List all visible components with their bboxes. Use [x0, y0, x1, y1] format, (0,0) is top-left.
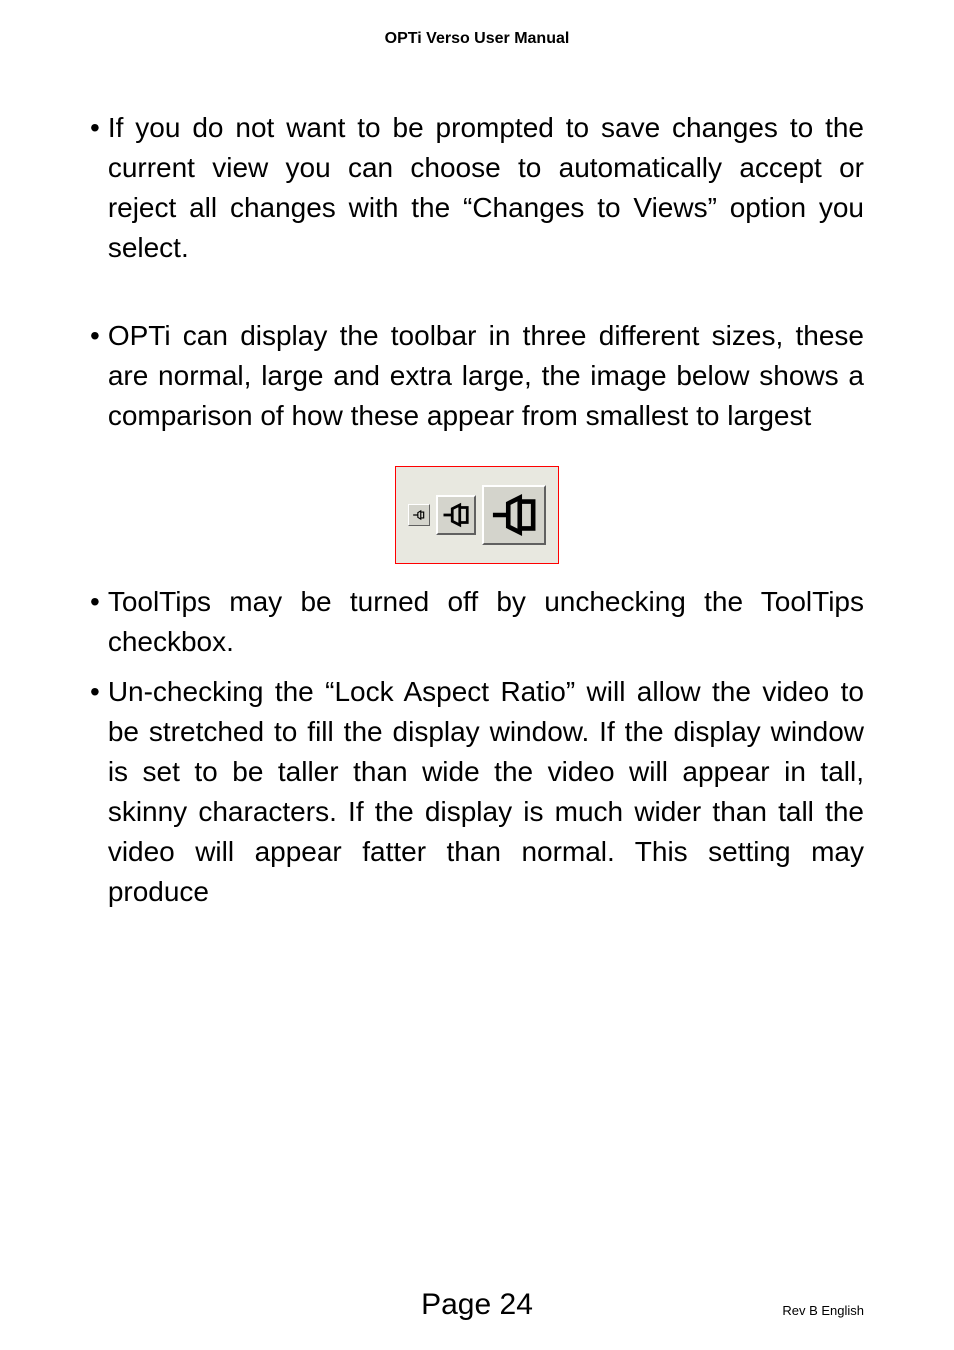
page-header: OPTi Verso User Manual — [90, 30, 864, 48]
bullet-item: • ToolTips may be turned off by unchecki… — [90, 582, 864, 662]
toolbar-button-medium — [436, 495, 476, 535]
bullet-text: Un-checking the “Lock Aspect Ratio” will… — [108, 672, 864, 912]
pushpin-icon — [489, 492, 539, 538]
header-title: OPTi Verso User Manual — [385, 30, 570, 47]
toolbar-box — [395, 466, 559, 564]
revision-label: Rev B English — [782, 1303, 864, 1318]
bullet-item: • OPTi can display the toolbar in three … — [90, 316, 864, 436]
bullet-item: • Un-checking the “Lock Aspect Ratio” wi… — [90, 672, 864, 912]
bullet-marker: • — [90, 582, 100, 662]
pushpin-icon — [441, 500, 471, 530]
bullet-marker: • — [90, 672, 100, 912]
bullet-text: OPTi can display the toolbar in three di… — [108, 316, 864, 436]
bullet-item: • If you do not want to be prompted to s… — [90, 108, 864, 268]
toolbar-button-small — [408, 504, 430, 526]
bullet-text: If you do not want to be prompted to sav… — [108, 108, 864, 268]
toolbar-button-large — [482, 485, 546, 545]
bullet-marker: • — [90, 108, 100, 268]
bullet-marker: • — [90, 316, 100, 436]
toolbar-size-figure — [90, 466, 864, 564]
pushpin-icon — [412, 508, 426, 522]
bullet-text: ToolTips may be turned off by unchecking… — [108, 582, 864, 662]
page-footer: Page 24 Rev B English — [0, 1288, 954, 1322]
page-number: Page 24 — [421, 1288, 533, 1322]
